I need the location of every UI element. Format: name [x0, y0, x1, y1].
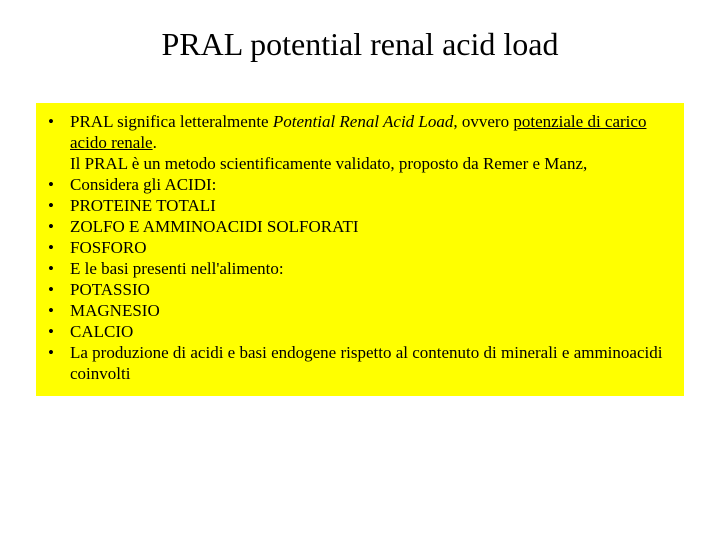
bullet-text-pre: PRAL significa letteralmente	[70, 112, 273, 131]
list-item: MAGNESIO	[44, 300, 676, 321]
bullet-text: E le basi presenti nell'alimento:	[70, 259, 284, 278]
bullet-text: FOSFORO	[70, 238, 147, 257]
list-item: La produzione di acidi e basi endogene r…	[44, 342, 676, 384]
bullet-text-post: .	[153, 133, 157, 152]
bullet-text: ZOLFO E AMMINOACIDI SOLFORATI	[70, 217, 359, 236]
bullet-text-italic: Potential Renal Acid Load	[273, 112, 454, 131]
slide: PRAL potential renal acid load PRAL sign…	[0, 0, 720, 540]
bullet-text: PROTEINE TOTALI	[70, 196, 216, 215]
list-item: FOSFORO	[44, 237, 676, 258]
bullet-text: La produzione di acidi e basi endogene r…	[70, 343, 662, 383]
list-item: PRAL significa letteralmente Potential R…	[44, 111, 676, 174]
bullet-text: MAGNESIO	[70, 301, 160, 320]
list-item: POTASSIO	[44, 279, 676, 300]
list-item: PROTEINE TOTALI	[44, 195, 676, 216]
list-item: E le basi presenti nell'alimento:	[44, 258, 676, 279]
bullet-text: CALCIO	[70, 322, 133, 341]
list-item: ZOLFO E AMMINOACIDI SOLFORATI	[44, 216, 676, 237]
list-item: CALCIO	[44, 321, 676, 342]
bullet-list: PRAL significa letteralmente Potential R…	[44, 111, 676, 384]
list-item: Considera gli ACIDI:	[44, 174, 676, 195]
slide-title: PRAL potential renal acid load	[0, 0, 720, 83]
content-box: PRAL significa letteralmente Potential R…	[36, 103, 684, 396]
bullet-text-line2: Il PRAL è un metodo scientificamente val…	[70, 154, 587, 173]
bullet-text: POTASSIO	[70, 280, 150, 299]
bullet-text: Considera gli ACIDI:	[70, 175, 216, 194]
bullet-text-mid: , ovvero	[453, 112, 513, 131]
